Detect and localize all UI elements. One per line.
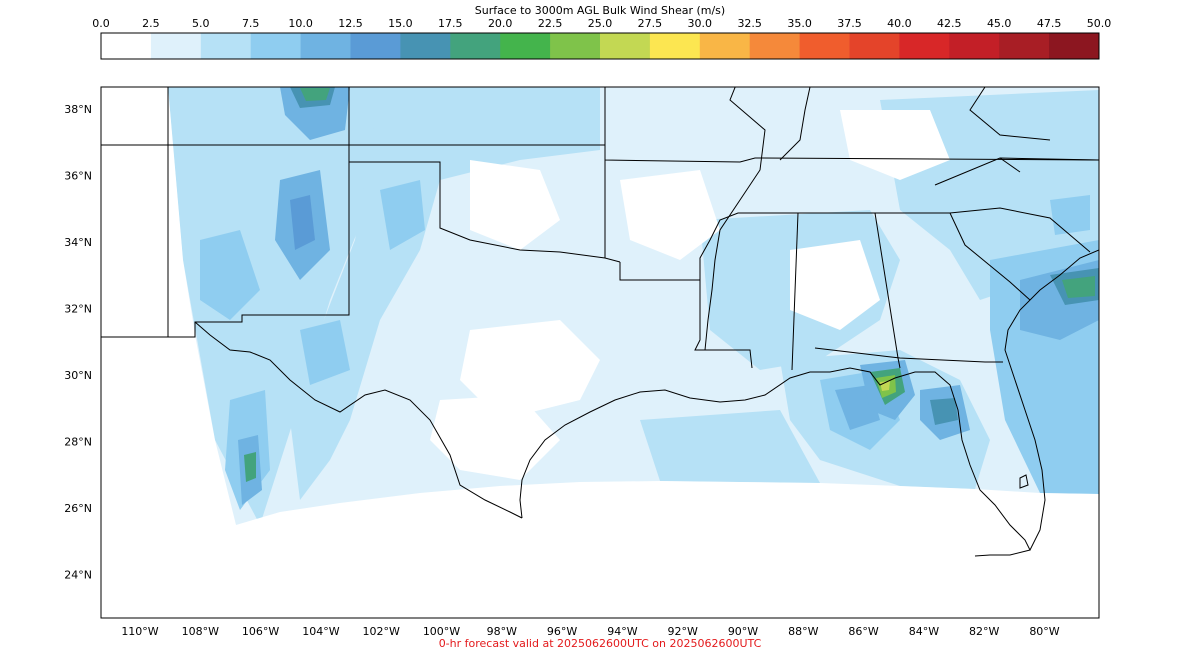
colorbar-swatch bbox=[400, 33, 451, 59]
colorbar-swatch bbox=[450, 33, 501, 59]
colorbar-tick-label: 22.5 bbox=[538, 17, 563, 30]
colorbar-tick-label: 10.0 bbox=[288, 17, 313, 30]
colorbar-swatch bbox=[350, 33, 401, 59]
colorbar-swatch bbox=[500, 33, 551, 59]
longitude-label: 84°W bbox=[909, 625, 939, 638]
colorbar-swatch bbox=[1049, 33, 1100, 59]
latitude-label: 28°N bbox=[64, 436, 92, 449]
forecast-footer: 0-hr forecast valid at 2025062600UTC on … bbox=[439, 637, 762, 650]
colorbar-tick-label: 7.5 bbox=[242, 17, 260, 30]
latitude-label: 32°N bbox=[64, 303, 92, 316]
latitude-label: 30°N bbox=[64, 369, 92, 382]
longitude-label: 108°W bbox=[182, 625, 219, 638]
colorbar-tick-label: 20.0 bbox=[488, 17, 513, 30]
colorbar-swatch bbox=[949, 33, 1000, 59]
colorbar-swatch bbox=[550, 33, 601, 59]
longitude-labels: 110°W 108°W 106°W 104°W 102°W 100°W 98°W 96°W 94… bbox=[121, 625, 1059, 638]
colorbar-swatch bbox=[300, 33, 351, 59]
colorbar-swatches bbox=[101, 33, 1100, 59]
longitude-label: 102°W bbox=[363, 625, 400, 638]
colorbar-tick-label: 32.5 bbox=[737, 17, 762, 30]
state-boundaries bbox=[101, 87, 1099, 371]
longitude-label: 82°W bbox=[969, 625, 999, 638]
longitude-label: 106°W bbox=[242, 625, 279, 638]
colorbar-swatch bbox=[699, 33, 751, 59]
colorbar-tick-label: 17.5 bbox=[438, 17, 463, 30]
colorbar-tick-label: 35.0 bbox=[787, 17, 812, 30]
colorbar-swatch bbox=[749, 33, 801, 59]
colorbar: Surface to 3000m AGL Bulk Wind Shear (m/… bbox=[92, 4, 1111, 60]
longitude-label: 98°W bbox=[487, 625, 517, 638]
colorbar-swatch bbox=[600, 33, 651, 59]
colorbar-tick-label: 2.5 bbox=[142, 17, 160, 30]
colorbar-swatch bbox=[649, 33, 701, 59]
colorbar-tick-label: 42.5 bbox=[937, 17, 962, 30]
colorbar-tick-labels: 0.0 2.5 5.0 7.5 10.0 12.5 15.0 17.5 20.0 22.5 25.0… bbox=[92, 17, 1111, 30]
latitude-label: 24°N bbox=[64, 569, 92, 582]
latitude-label: 38°N bbox=[64, 103, 92, 116]
colorbar-tick-label: 30.0 bbox=[688, 17, 713, 30]
colorbar-swatch bbox=[250, 33, 302, 59]
colorbar-tick-label: 0.0 bbox=[92, 17, 110, 30]
colorbar-tick-label: 15.0 bbox=[388, 17, 413, 30]
map-frame bbox=[100, 86, 1100, 619]
colorbar-swatch bbox=[799, 33, 850, 59]
latitude-label: 34°N bbox=[64, 236, 92, 249]
longitude-label: 96°W bbox=[547, 625, 577, 638]
colorbar-tick-label: 45.0 bbox=[987, 17, 1012, 30]
longitude-label: 104°W bbox=[302, 625, 339, 638]
colorbar-swatch bbox=[150, 33, 202, 59]
colorbar-swatch bbox=[849, 33, 900, 59]
colorbar-tick-label: 50.0 bbox=[1087, 17, 1112, 30]
colorbar-frame bbox=[100, 32, 1100, 60]
longitude-label: 88°W bbox=[788, 625, 818, 638]
colorbar-swatch bbox=[899, 33, 950, 59]
latitude-label: 36°N bbox=[64, 170, 92, 183]
longitude-label: 100°W bbox=[423, 625, 460, 638]
colorbar-swatch bbox=[999, 33, 1050, 59]
map-panel: 38°N 36°N 34°N 32°N 30°N 28°N 26°N 24°N 110°W 10… bbox=[64, 86, 1100, 638]
colorbar-tick-label: 40.0 bbox=[887, 17, 912, 30]
colorbar-tick-label: 47.5 bbox=[1037, 17, 1062, 30]
colorbar-tick-label: 27.5 bbox=[638, 17, 663, 30]
colorbar-swatch bbox=[101, 33, 152, 59]
colorbar-swatch bbox=[200, 33, 252, 59]
colorbar-tick-label: 12.5 bbox=[338, 17, 363, 30]
colorbar-tick-label: 5.0 bbox=[192, 17, 210, 30]
colorbar-title: Surface to 3000m AGL Bulk Wind Shear (m/… bbox=[475, 4, 725, 17]
longitude-label: 92°W bbox=[668, 625, 698, 638]
longitude-label: 94°W bbox=[607, 625, 637, 638]
colorbar-tick-label: 37.5 bbox=[837, 17, 862, 30]
longitude-label: 110°W bbox=[121, 625, 158, 638]
latitude-labels: 38°N 36°N 34°N 32°N 30°N 28°N 26°N 24°N bbox=[64, 103, 92, 582]
coastline bbox=[194, 87, 1099, 557]
longitude-label: 86°W bbox=[848, 625, 878, 638]
colorbar-tick-label: 25.0 bbox=[588, 17, 613, 30]
longitude-label: 80°W bbox=[1029, 625, 1059, 638]
latitude-label: 26°N bbox=[64, 502, 92, 515]
longitude-label: 90°W bbox=[728, 625, 758, 638]
